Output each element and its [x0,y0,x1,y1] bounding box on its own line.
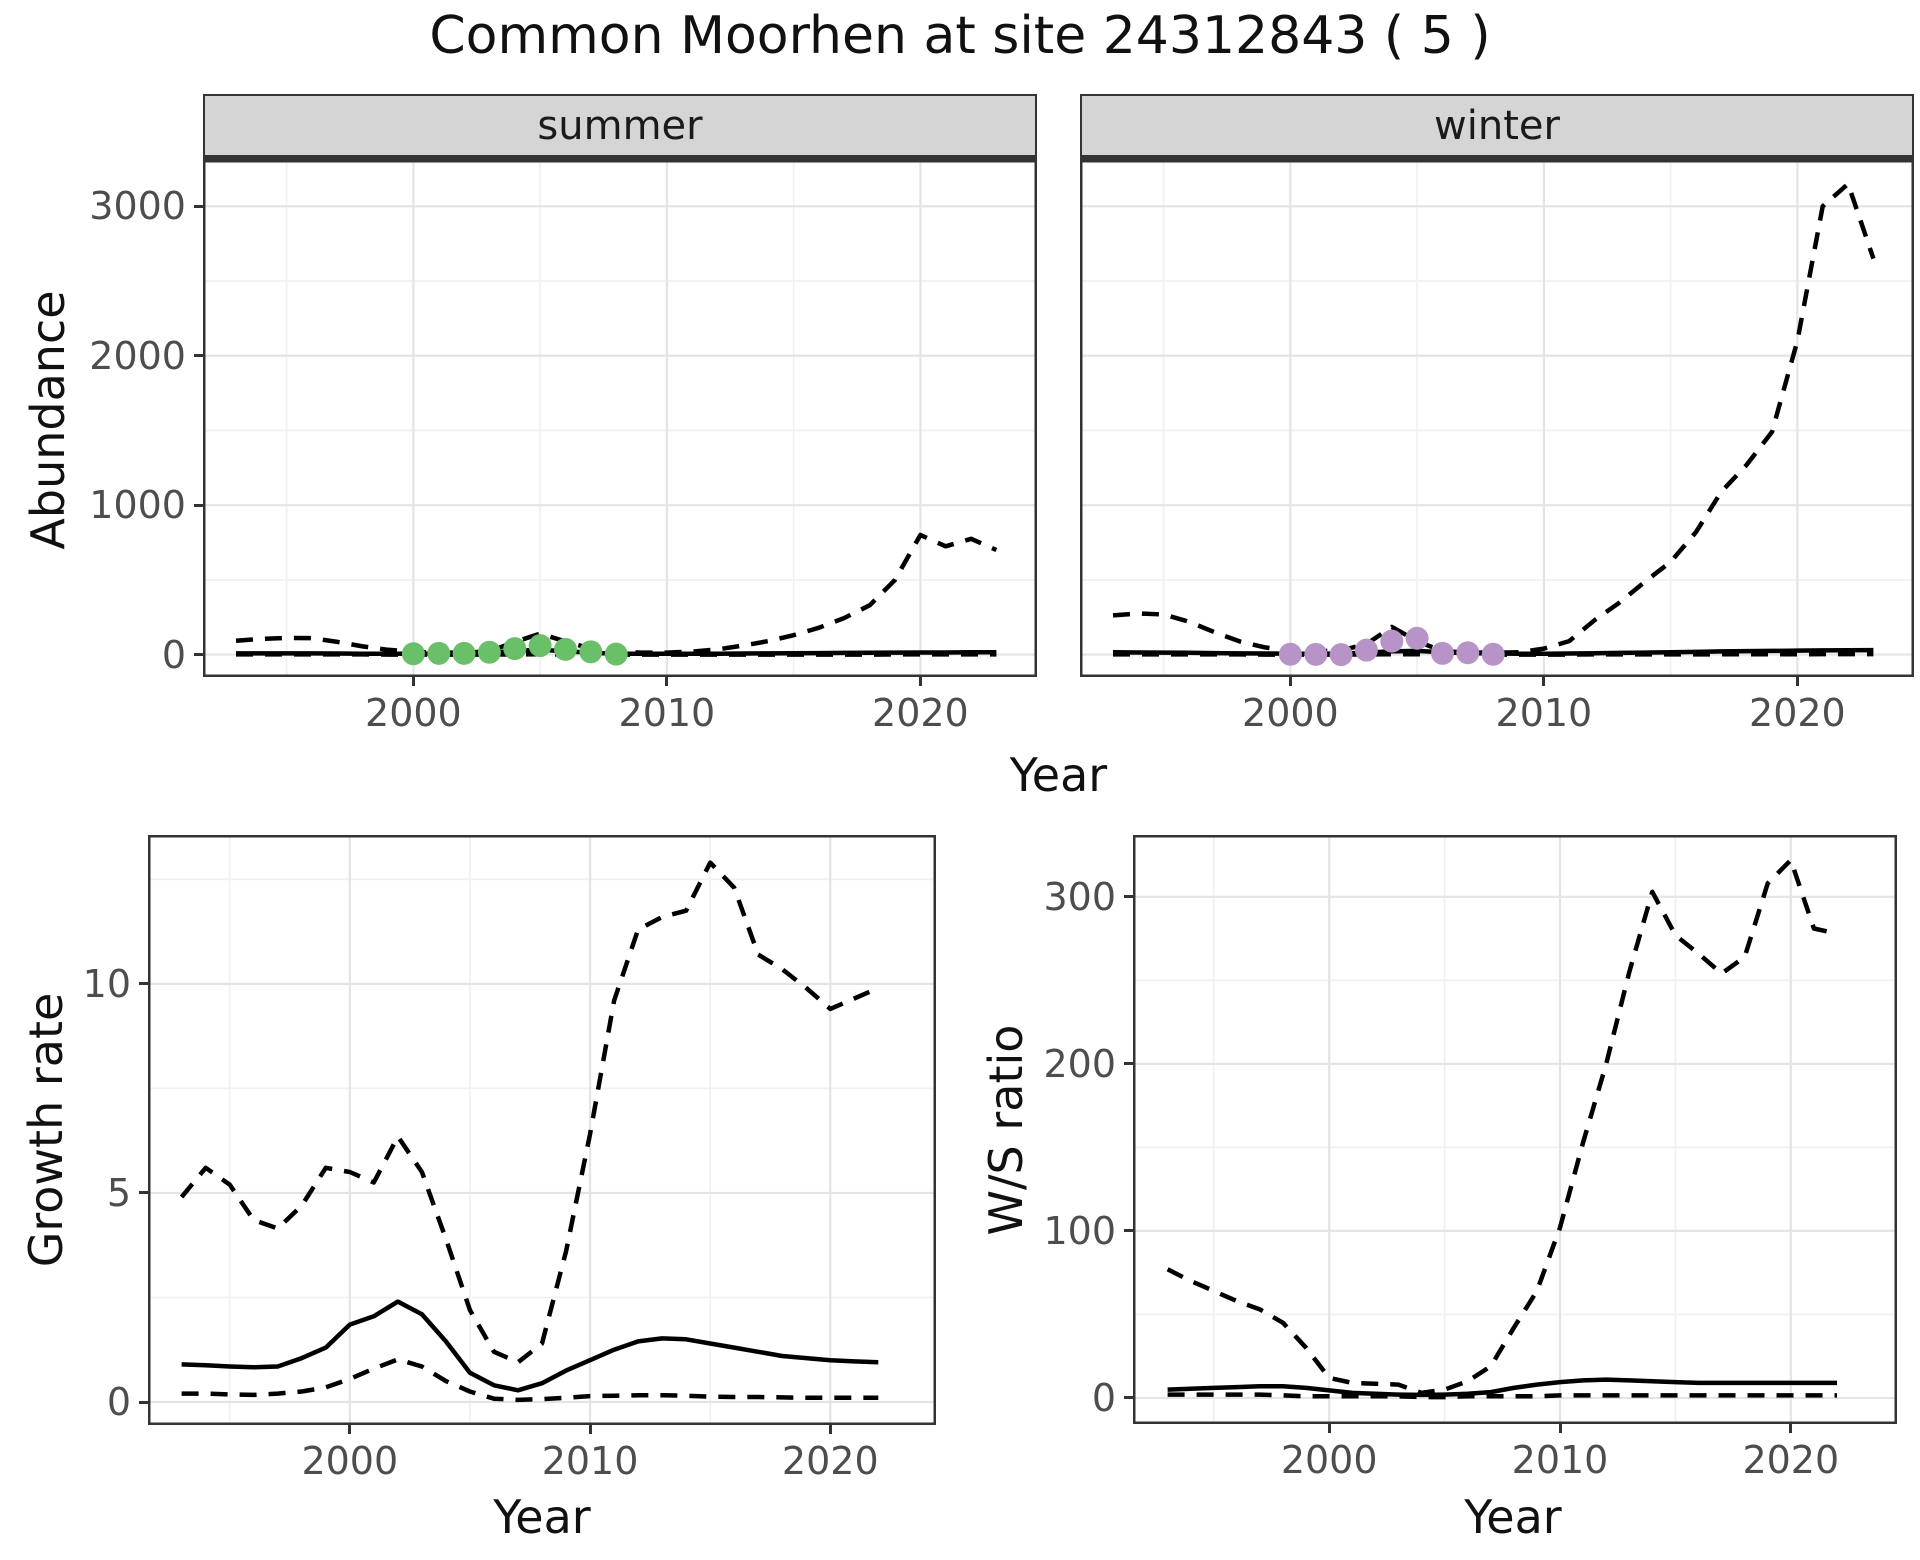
upper_ci-line [179,860,880,1365]
x-tick-label: 2000 [365,691,462,735]
observed-counts-point [452,641,476,665]
x-tick-label: 2020 [1749,691,1846,735]
observed-counts-point [528,634,552,658]
y-tick-label: 0 [106,1380,131,1424]
observed-counts-point [554,637,577,661]
upper_ci-line [235,532,998,655]
observed-counts-point [579,640,603,664]
x-axis-tick [588,1425,592,1434]
x-tick-label: 2020 [872,691,969,735]
x-axis-tick [348,1425,352,1434]
facet-label-summer: summer [537,102,703,149]
y-tick-label: 3000 [89,184,186,229]
y-axis-tick [1124,1396,1133,1400]
x-axis-tick [665,677,669,686]
observed-counts-point [401,642,425,666]
x-axis-tick [1327,1424,1331,1433]
y-axis-tick [139,982,148,986]
mean-line [1167,1377,1837,1398]
y-tick-label: 10 [82,961,131,1006]
y-tick-label: 200 [1043,1041,1116,1086]
x-axis-tick [1795,677,1799,686]
x-tick-label: 2020 [1742,1438,1840,1482]
y-axis-tick [194,354,203,358]
ws-ratio-plot [1133,835,1897,1424]
panel-border [1080,160,1914,677]
x-tick-label: 2000 [1280,1438,1378,1482]
upper_ci-line [1166,857,1838,1396]
panel-border [1133,835,1897,1424]
x-axis-tick [918,677,922,686]
y-tick-label: 2000 [89,333,186,378]
y-axis-tick [194,653,203,657]
observed-counts-point [427,641,451,665]
panel-border [148,835,936,1425]
summer-abundance-plot [203,160,1037,677]
year-axis-label-top: Year [1009,748,1108,802]
lower_ci-line [181,1357,879,1403]
facet-strip-summer: summer [203,94,1037,160]
y-tick-label: 5 [106,1170,131,1215]
observed-counts-point [477,640,501,664]
y-axis-tick [1124,895,1133,899]
x-tick-label: 2010 [1511,1438,1609,1482]
ws-ratio-axis-label: W/S ratio [979,1024,1033,1236]
facet-label-winter: winter [1434,102,1560,149]
y-axis-tick [139,1400,148,1404]
x-tick-label: 2020 [781,1439,879,1483]
observed-counts-point [1304,642,1328,666]
panel-border [203,160,1037,677]
observed-counts-point [1456,641,1480,665]
x-tick-label: 2010 [1495,691,1593,735]
observed-counts-point [604,642,628,666]
x-axis-tick [411,677,415,686]
x-tick-label: 2010 [618,691,716,735]
figure-title: Common Moorhen at site 24312843 ( 5 ) [429,6,1491,66]
observed-counts-point [503,637,527,661]
mean-line [181,1299,879,1393]
observed-counts-point [1380,629,1404,653]
growth-rate-plot [148,835,936,1425]
y-axis-tick [194,503,203,507]
observed-counts-point [1405,626,1429,650]
x-axis-tick [1558,1424,1562,1433]
facet-strip-winter: winter [1080,94,1914,160]
x-axis-tick [1288,677,1292,686]
x-tick-label: 2000 [301,1439,399,1483]
x-tick-label: 2000 [1242,691,1339,735]
observed-counts-point [1481,642,1505,666]
x-axis-tick [1789,1424,1793,1433]
lower_ci-line [1167,1392,1837,1400]
y-tick-label: 100 [1043,1208,1116,1253]
year-axis-label-bottom-right: Year [1464,1490,1562,1544]
year-axis-label-bottom-left: Year [493,1490,591,1544]
y-axis-tick [1124,1229,1133,1233]
observed-counts-point [1354,638,1378,662]
x-tick-label: 2010 [541,1439,639,1483]
x-axis-tick [1542,677,1546,686]
y-tick-label: 0 [161,632,186,677]
winter-abundance-plot [1080,160,1914,677]
y-axis-tick [194,204,203,208]
upper_ci-line [1112,181,1876,656]
observed-counts-point [1431,641,1454,665]
y-tick-label: 1000 [89,483,186,528]
y-tick-label: 0 [1091,1375,1116,1420]
y-tick-label: 300 [1043,874,1116,919]
y-axis-tick [1124,1062,1133,1066]
observed-counts-point [1278,642,1302,666]
y-axis-tick [139,1191,148,1195]
abundance-axis-label: Abundance [21,290,75,550]
observed-counts-point [1329,643,1353,667]
x-axis-tick [828,1425,832,1434]
